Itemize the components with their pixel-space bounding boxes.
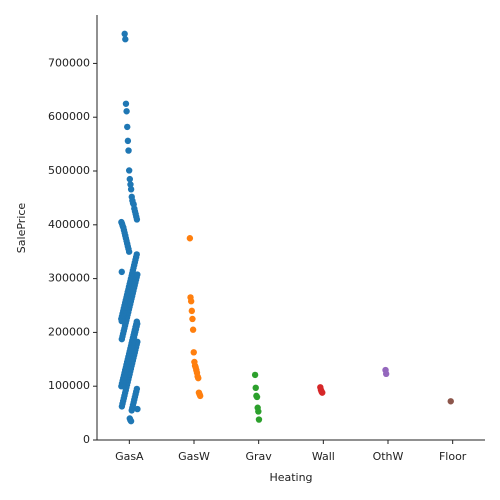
point	[186, 235, 194, 242]
y-tick-label: 500000	[48, 164, 90, 177]
x-tick-label: GasA	[115, 450, 144, 463]
point	[187, 298, 195, 305]
point	[125, 167, 133, 174]
point	[382, 370, 390, 378]
point	[118, 268, 125, 276]
point	[134, 320, 141, 327]
point	[126, 175, 134, 183]
x-tick-label: Grav	[246, 450, 273, 463]
x-tick-label: OthW	[373, 450, 404, 463]
y-axis-label: SalePrice	[15, 203, 28, 254]
point	[255, 416, 263, 423]
point	[124, 123, 131, 131]
point	[253, 393, 261, 401]
y-tick-label: 400000	[48, 218, 90, 231]
y-tick-label: 300000	[48, 272, 90, 285]
point	[123, 108, 130, 115]
point	[125, 248, 133, 255]
y-tick-label: 600000	[48, 110, 90, 123]
point	[189, 326, 197, 333]
point	[190, 349, 197, 356]
point	[447, 398, 454, 405]
y-tick-label: 700000	[48, 56, 90, 69]
point	[319, 389, 326, 396]
point	[134, 405, 141, 413]
point	[251, 371, 259, 379]
point	[195, 374, 202, 382]
point	[134, 271, 141, 278]
y-tick-label: 200000	[48, 325, 90, 338]
x-tick-label: Floor	[439, 450, 467, 463]
point	[121, 304, 129, 311]
point	[127, 186, 135, 193]
point	[127, 417, 135, 425]
point	[125, 147, 132, 154]
point	[133, 251, 140, 258]
point	[252, 384, 259, 392]
x-tick-label: Wall	[312, 450, 335, 463]
point	[188, 307, 196, 315]
y-tick-label: 100000	[48, 379, 90, 392]
point	[196, 392, 204, 400]
point	[121, 30, 128, 38]
x-axis-label: Heating	[269, 471, 312, 484]
point	[122, 100, 130, 107]
point	[255, 408, 262, 415]
point	[189, 315, 196, 323]
point	[133, 385, 141, 393]
point	[122, 36, 129, 43]
point	[133, 216, 141, 223]
x-tick-label: GasW	[178, 450, 210, 463]
point	[124, 137, 132, 145]
y-tick-label: 0	[83, 433, 90, 446]
point	[127, 181, 134, 188]
